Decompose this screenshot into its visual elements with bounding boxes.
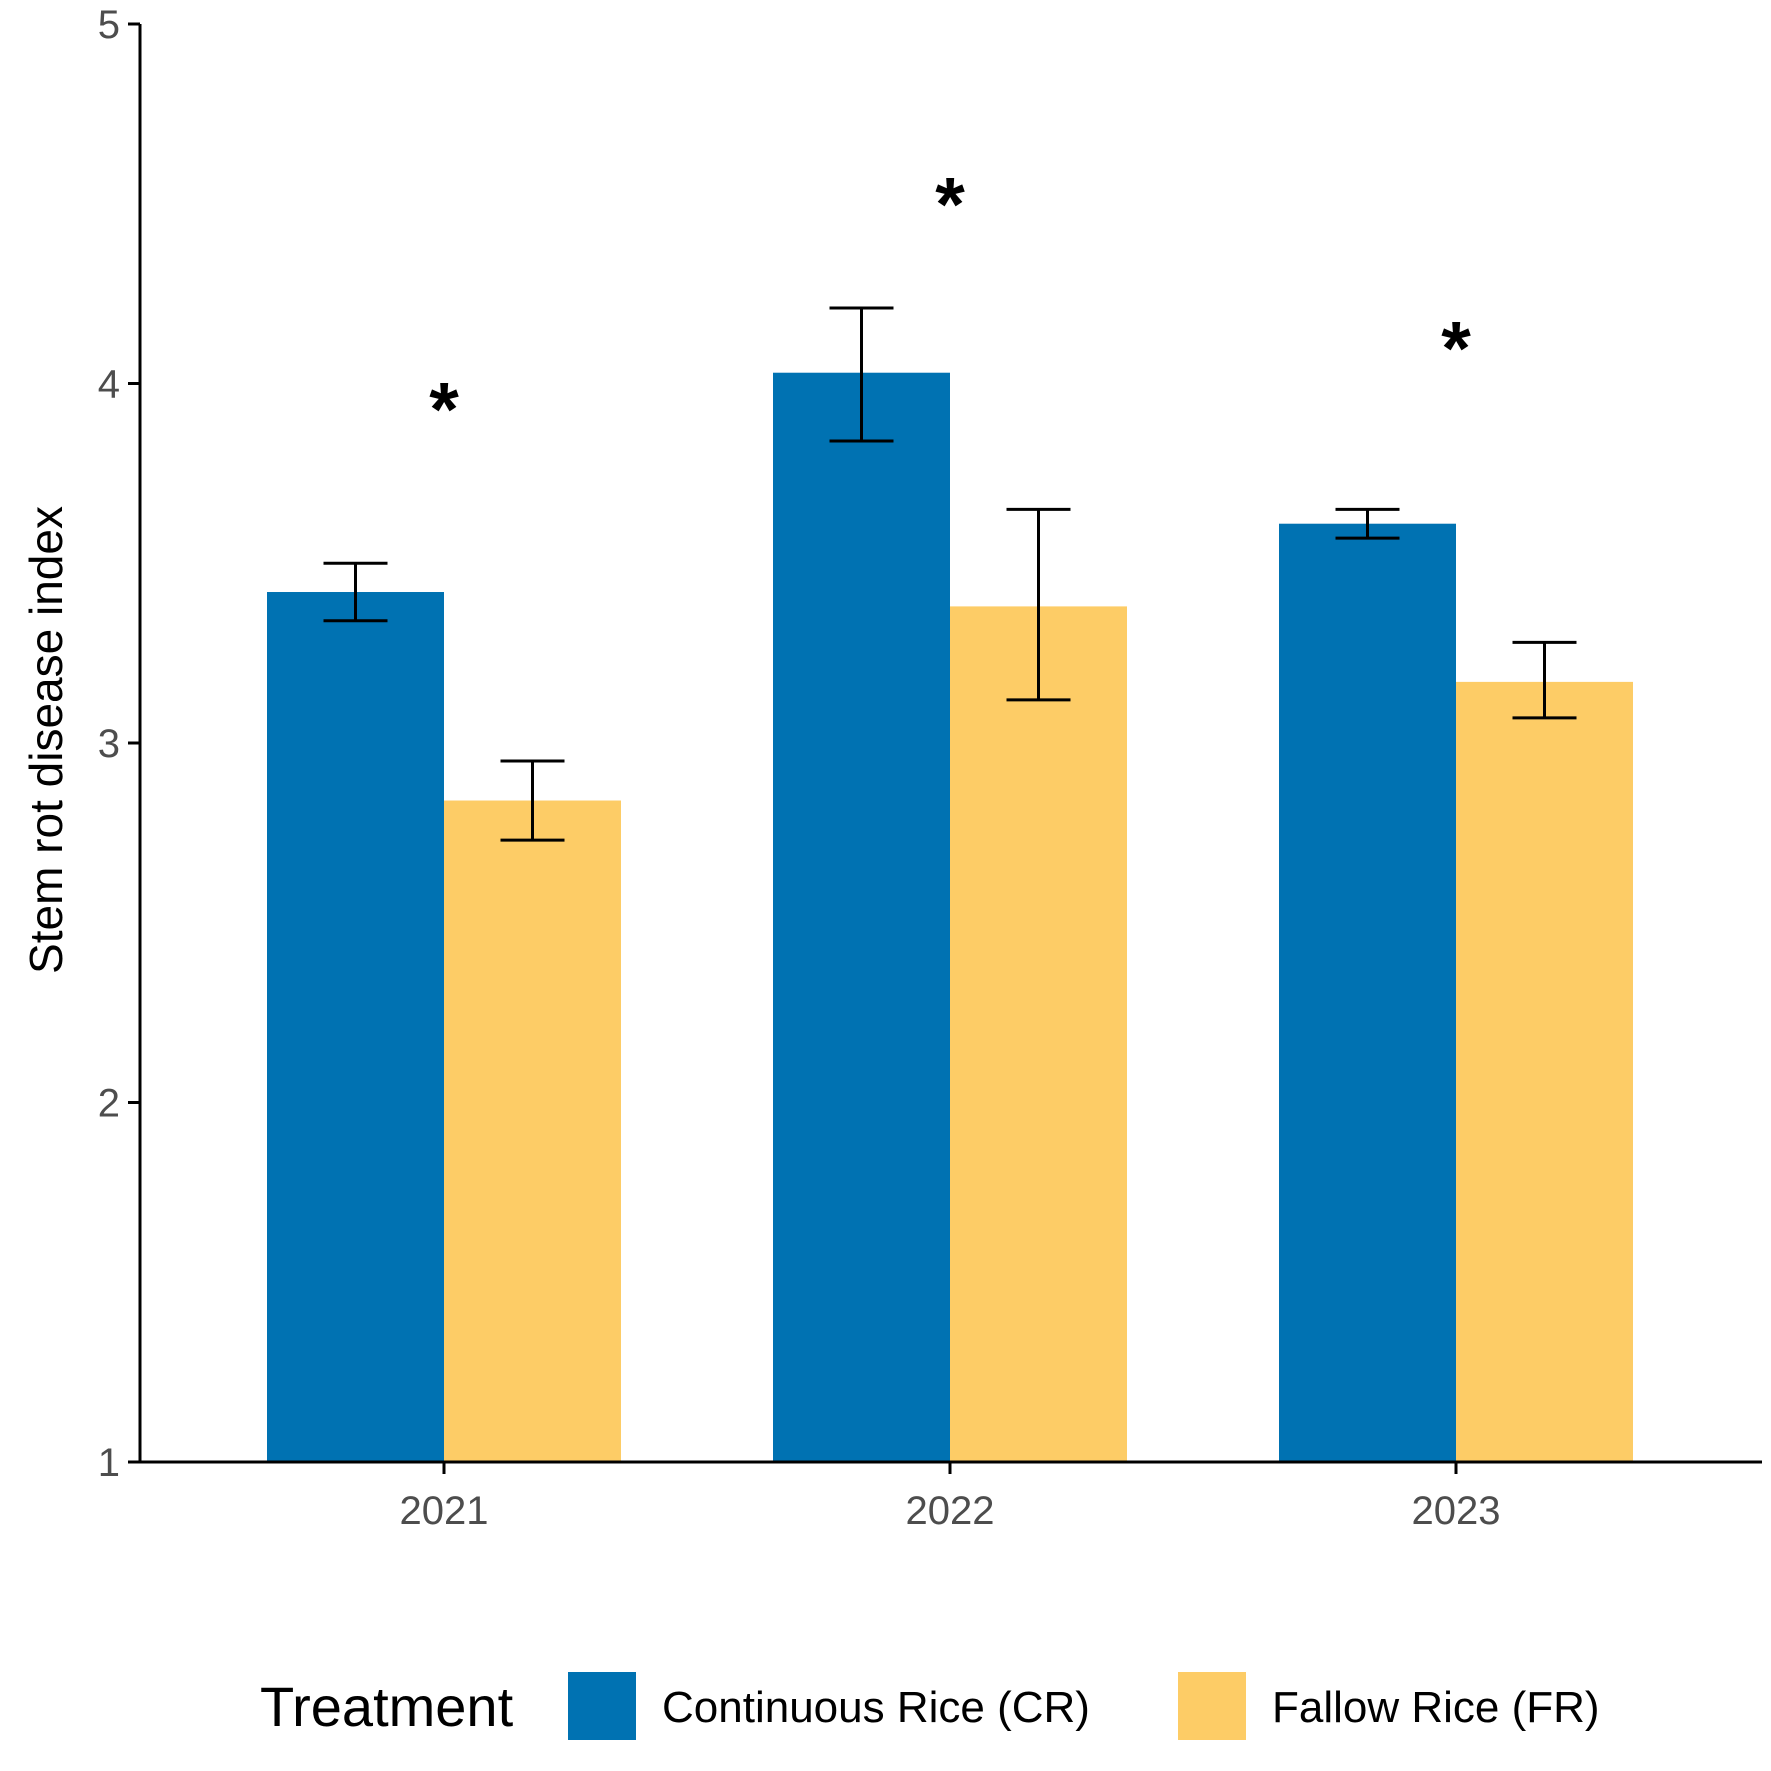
legend-label-cr: Continuous Rice (CR) xyxy=(662,1683,1090,1732)
x-tick-label: 2021 xyxy=(400,1489,489,1533)
legend-swatch-fr xyxy=(1178,1672,1246,1740)
x-tick-label: 2023 xyxy=(1412,1489,1501,1533)
legend-title: Treatment xyxy=(260,1675,514,1738)
plot-area: * * * xyxy=(267,163,1633,1463)
y-axis-title: Stem rot disease index xyxy=(20,506,72,974)
bar-fr xyxy=(950,606,1127,1462)
axes: 1 2 3 4 5 2021 2022 2023 xyxy=(98,3,1762,1533)
y-tick-label: 3 xyxy=(98,722,120,766)
y-tick-label: 2 xyxy=(98,1082,120,1126)
significance-marker: * xyxy=(935,163,965,248)
bar-cr xyxy=(1279,523,1456,1462)
significance-marker: * xyxy=(1441,306,1471,391)
y-tick-label: 5 xyxy=(98,3,120,47)
x-tick-label: 2022 xyxy=(906,1489,995,1533)
bar-fr xyxy=(444,800,621,1462)
y-tick-label: 1 xyxy=(98,1441,120,1485)
bar-cr xyxy=(267,592,444,1462)
legend-swatch-cr xyxy=(568,1672,636,1740)
significance-marker: * xyxy=(429,368,459,453)
y-tick-label: 4 xyxy=(98,363,120,407)
legend-label-fr: Fallow Rice (FR) xyxy=(1272,1683,1600,1732)
bar-cr xyxy=(773,372,950,1463)
bar-fr xyxy=(1456,681,1633,1462)
legend: Treatment Continuous Rice (CR) Fallow Ri… xyxy=(260,1672,1600,1740)
